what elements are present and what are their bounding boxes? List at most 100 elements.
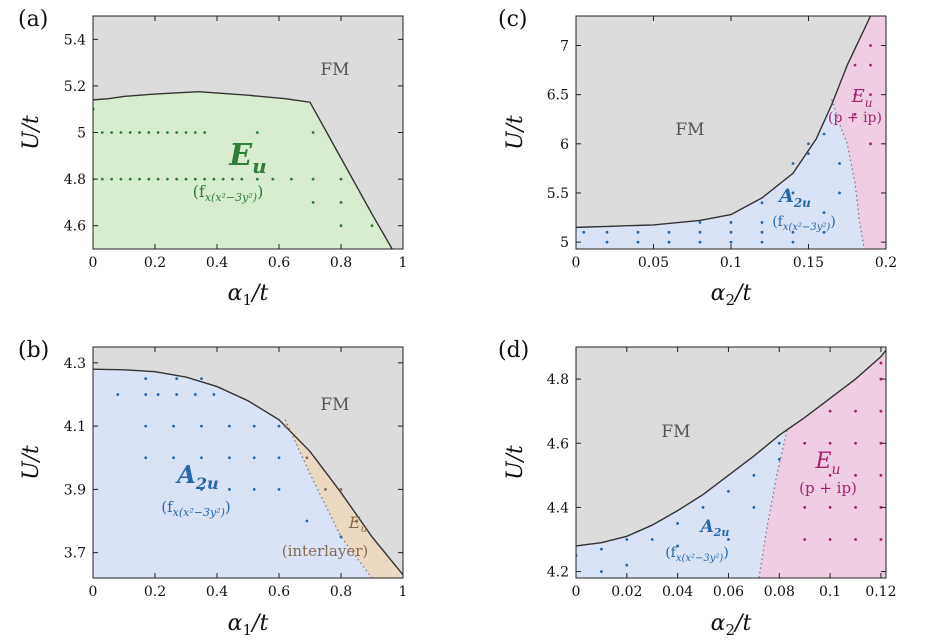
main-phase-symmetry: (fx(x²−3y²)) [665,545,729,564]
secondary-phase-region [285,419,403,578]
x-tick-label: 0 [572,584,581,600]
data-point [277,487,281,491]
data-point [760,201,764,205]
x-tick-label: 0.12 [865,584,896,600]
y-tick-label: 6 [560,137,569,153]
main-phase-symmetry: (fx(x²−3y²)) [161,498,231,519]
panel-b: 0 0.2 0.4 0.6 0.8 1 3.7 3.9 4.1 4.3 (b) α1/t U/t FM A2… [18,338,407,639]
data-point [100,177,104,181]
panel-d: 0 0.02 0.04 0.06 0.08 0.1 0.12 4.2 4.4 4.6 4.8 (d) α… [498,338,897,639]
y-tick-label: 5.2 [64,79,86,95]
x-axis-label: α1/t [228,281,269,309]
data-point-secondary [853,93,857,97]
data-point [203,131,207,134]
x-axis-label: α1/t [228,611,269,639]
x-tick-label: 0.8 [330,584,352,600]
x-tick-label: 1 [399,584,408,600]
data-point [605,240,609,244]
y-tick-label: 4.3 [64,356,86,372]
fm-phase-label: FM [661,422,690,442]
plot-area [93,16,403,249]
data-point [701,506,705,509]
ordered-phase-region [576,16,886,249]
fm-phase-boundary [93,91,393,249]
data-point [822,132,826,136]
data-point [600,570,603,573]
data-point [760,230,764,234]
data-point [600,547,603,551]
data-point-secondary [803,506,807,509]
secondary-phase-note: (interlayer) [282,542,369,560]
data-point [729,230,733,234]
data-point-secondary [854,441,857,445]
data-point [193,177,197,181]
data-point [116,393,120,396]
data-point [110,177,113,181]
secondary-phase-label: Eu [348,513,367,535]
data-point [636,230,640,234]
fm-phase-label: FM [675,120,704,140]
data-point [193,393,197,396]
x-tick-label: 0.2 [875,255,897,271]
data-point [240,177,244,181]
data-point-secondary [828,506,832,509]
y-tick-label: 4.6 [64,219,86,235]
data-point [777,441,781,445]
data-point-secondary [305,456,309,460]
ordered-phase-region [93,369,403,578]
data-point-secondary [879,361,883,365]
y-tick-label: 4.1 [64,419,86,435]
x-tick-label: 0.1 [720,255,742,271]
y-tick-label: 7 [560,38,569,54]
x-tick-label: 1 [399,255,408,271]
data-point [625,563,629,567]
data-point-secondary [854,409,857,413]
data-point [110,131,113,134]
data-point-secondary [828,409,832,413]
y-tick-label: 3.9 [64,482,86,498]
data-point-secondary [803,441,807,445]
x-tick-label: 0.06 [713,584,744,600]
data-point [144,377,148,381]
secondary-phase-region [831,16,886,249]
fm-phase-boundary [93,368,403,576]
data-point [752,473,756,477]
y-tick-label: 5 [77,126,86,142]
y-axis-label: U/t [19,115,44,150]
fm-phase-boundary [576,16,872,229]
main-phase-label: A2u [175,460,218,493]
secondary-phase-note: (p + ip) [828,110,882,126]
data-point [698,221,702,224]
data-point [729,221,733,224]
y-tick-label: 3.7 [64,546,86,562]
data-point [305,519,309,523]
data-point [172,424,176,428]
panel-label: (a) [18,7,48,32]
data-point [156,393,160,396]
x-tick-label: 0.4 [206,584,228,600]
data-point [791,240,795,244]
data-point [777,457,781,461]
data-point-secondary [828,441,832,445]
main-phase-label: A2u [699,517,730,539]
x-tick-label: 0.4 [206,255,228,271]
data-point [166,177,169,181]
data-point [144,456,148,460]
x-tick-label: 0 [572,255,581,271]
data-point [144,424,148,428]
inner-phase-boundary [758,430,788,578]
data-point-secondary [283,424,287,428]
data-point [175,177,179,181]
data-point [339,535,343,539]
y-tick-label: 5 [560,235,569,251]
data-point [255,177,259,181]
data-point [138,177,141,181]
data-point [676,522,680,525]
data-point [582,230,586,234]
data-point [231,177,234,181]
data-point-secondary [869,44,872,47]
data-point-secondary [853,63,857,67]
data-point [228,424,231,428]
data-point-secondary [339,487,343,491]
data-point [727,538,730,541]
